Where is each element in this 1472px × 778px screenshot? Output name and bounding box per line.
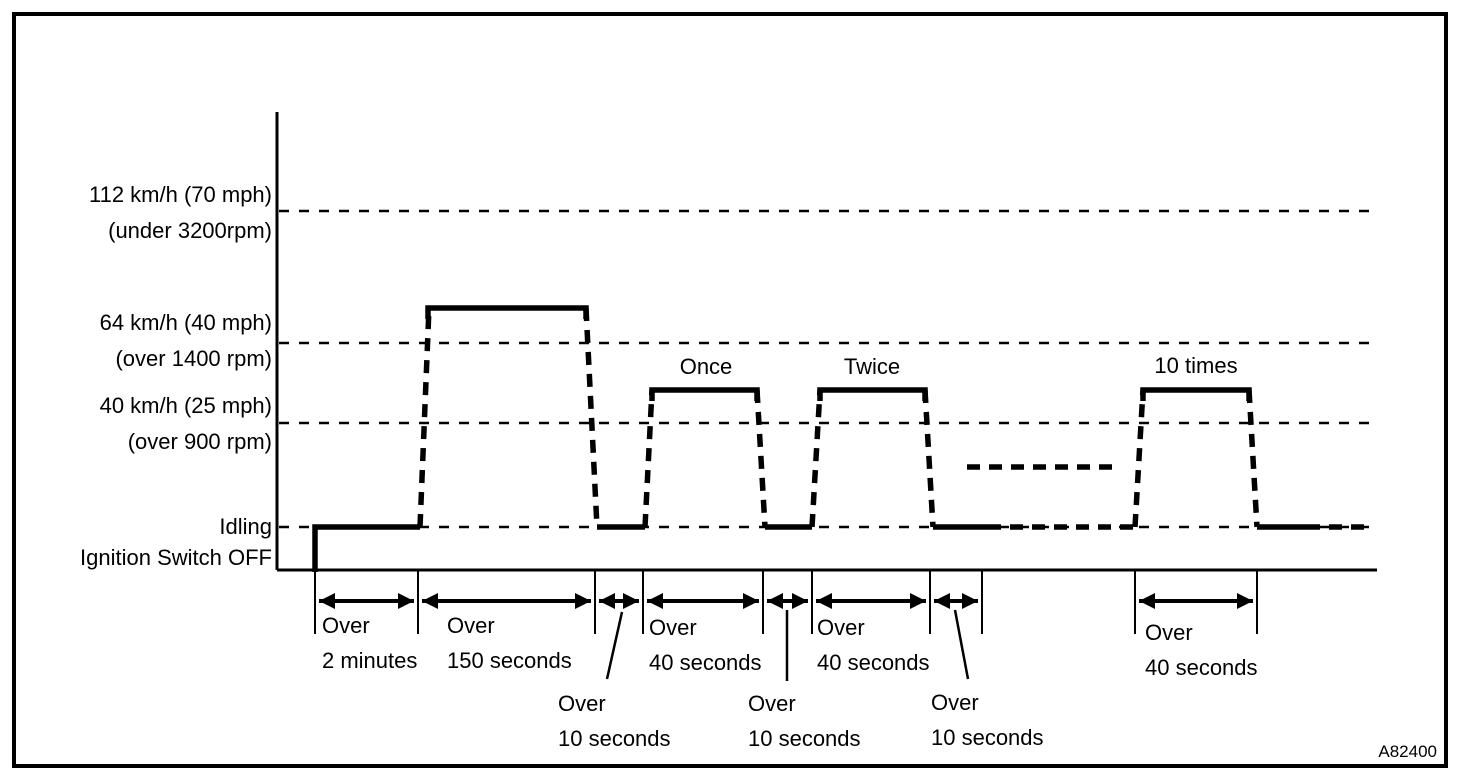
wave-rise-twice [809,389,823,528]
idling-label: Idling [219,514,272,539]
speed-label-64kmh-line2: (over 1400 rpm) [115,346,272,371]
wave-once-pulse-top [649,387,760,401]
duration-40-seconds-3-value: 40 seconds [1145,655,1258,680]
duration-10-seconds-2-value: 10 seconds [748,726,861,751]
wave-rise-64kmh [417,307,432,528]
duration-10-seconds-2-word: Over [748,691,796,716]
duration-10-seconds-1-word: Over [558,691,606,716]
wave-start-idle-segment [312,524,420,572]
speed-label-64kmh-line1: 64 km/h (40 mph) [100,310,272,335]
duration-40-seconds-2-value: 40 seconds [817,650,930,675]
duration-150-seconds-word: Over [447,613,495,638]
speed-label-40kmh-line2: (over 900 rpm) [128,429,272,454]
figure-frame-border [12,12,1448,768]
wave-fall-64kmh [583,307,600,528]
duration-10-seconds-1-value: 10 seconds [558,726,671,751]
speed-label-40kmh-line1: 40 km/h (25 mph) [100,393,272,418]
speed-label-112kmh-line1: 112 km/h (70 mph) [89,182,272,207]
wave-fall-twice [922,389,936,528]
pulse-label-ten-times: 10 times [1154,353,1237,378]
wave-twice-pulse-top [817,387,928,401]
leader-line-10-seconds-1 [605,611,624,680]
duration-40-seconds-1-word: Over [649,615,697,640]
duration-10-seconds-3-value: 10 seconds [931,725,1044,750]
leader-line-10-seconds-3 [953,609,970,680]
duration-2-minutes-value: 2 minutes [322,648,417,673]
duration-10-seconds-3-word: Over [931,690,979,715]
wave-fall-ten-times [1246,389,1260,528]
wave-fall-once [754,389,768,528]
figure-code: A82400 [1378,742,1437,761]
ignition-switch-off-label: Ignition Switch OFF [80,545,272,570]
duration-150-seconds-value: 150 seconds [447,648,572,673]
wave-rise-once [642,389,655,528]
speed-label-112kmh-line2: (under 3200rpm) [108,218,272,243]
pulse-label-twice: Twice [844,354,900,379]
pulse-label-once: Once [680,354,733,379]
wave-rise-ten-times [1132,389,1146,528]
duration-40-seconds-1-value: 40 seconds [649,650,762,675]
wave-64kmh-pulse-top [425,305,589,319]
wave-ten-times-pulse-top [1140,387,1252,401]
duration-40-seconds-3-word: Over [1145,620,1193,645]
duration-40-seconds-2-word: Over [817,615,865,640]
duration-2-minutes-word: Over [322,613,370,638]
